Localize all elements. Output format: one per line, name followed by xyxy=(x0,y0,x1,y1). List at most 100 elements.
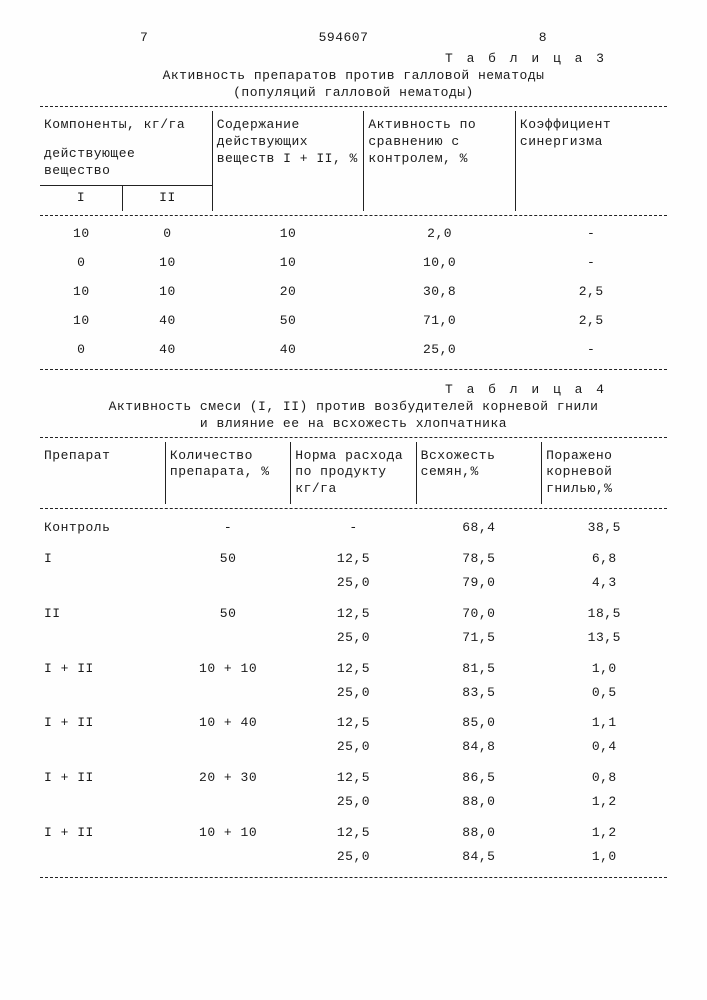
t3-h1a: Компоненты, кг/га xyxy=(44,117,185,132)
table-cell: 83,5 xyxy=(416,685,541,709)
table4-body: Контроль--68,438,5I5012,578,56,825,079,0… xyxy=(40,513,667,873)
table-cell xyxy=(40,794,165,818)
table4-caption-line1: Активность смеси (I, II) против возбудит… xyxy=(109,399,599,414)
divider xyxy=(40,508,667,509)
table-cell: 88,0 xyxy=(416,818,541,849)
table-cell: 1,1 xyxy=(542,708,667,739)
table4-head: Препарат Количество препарата, % Норма р… xyxy=(40,442,667,505)
table3-caption: Активность препаратов против галловой не… xyxy=(40,68,667,102)
table-cell xyxy=(165,794,290,818)
table-cell: I + II xyxy=(40,763,165,794)
table-cell: 81,5 xyxy=(416,654,541,685)
table-cell: 12,5 xyxy=(291,708,416,739)
divider xyxy=(40,106,667,107)
table-cell: - xyxy=(515,220,667,249)
table-cell: 1,0 xyxy=(542,654,667,685)
table-cell xyxy=(165,739,290,763)
t3-sub-i: I xyxy=(77,190,85,205)
table-cell: 68,4 xyxy=(416,513,541,544)
table-row: 10102030,82,5 xyxy=(40,278,667,307)
table-cell: 10,0 xyxy=(364,249,516,278)
table-cell xyxy=(165,849,290,873)
t3-h2: Содержание действующих веществ I + II, % xyxy=(217,117,358,166)
table-row: 0404025,0- xyxy=(40,336,667,365)
table3-body: 100102,0-0101010,0-10102030,82,510405071… xyxy=(40,220,667,364)
table-cell: 71,5 xyxy=(416,630,541,654)
page-num-left: 7 xyxy=(140,30,148,45)
table-cell: 12,5 xyxy=(291,763,416,794)
table-cell: 40 xyxy=(123,336,213,365)
table-cell: 25,0 xyxy=(364,336,516,365)
table-cell: 10 xyxy=(212,249,364,278)
table-cell: 25,0 xyxy=(291,739,416,763)
table-cell: 10 + 10 xyxy=(165,818,290,849)
page-num-right: 8 xyxy=(539,30,547,45)
t4-h1: Препарат xyxy=(44,448,110,463)
t3-h4: Коэффициент синергизма xyxy=(520,117,611,149)
table-row: I + II10 + 4012,585,01,1 xyxy=(40,708,667,739)
table-cell xyxy=(165,685,290,709)
table-cell: 25,0 xyxy=(291,685,416,709)
table-cell: 25,0 xyxy=(291,794,416,818)
table-row: 25,071,513,5 xyxy=(40,630,667,654)
table-cell: - xyxy=(515,336,667,365)
table-cell: I + II xyxy=(40,654,165,685)
table-cell: 71,0 xyxy=(364,307,516,336)
table-cell xyxy=(165,575,290,599)
table-cell: 18,5 xyxy=(542,599,667,630)
table-row: 100102,0- xyxy=(40,220,667,249)
table3-caption-line2: (популяций галловой нематоды) xyxy=(233,85,474,100)
table-cell: 70,0 xyxy=(416,599,541,630)
table-cell: 50 xyxy=(212,307,364,336)
table-cell: 12,5 xyxy=(291,654,416,685)
table-cell: 10 xyxy=(212,220,364,249)
t3-sub-ii: II xyxy=(159,190,176,205)
table-cell: 38,5 xyxy=(542,513,667,544)
table-cell: I xyxy=(40,544,165,575)
table-cell: - xyxy=(515,249,667,278)
table-cell: 40 xyxy=(123,307,213,336)
table-cell xyxy=(40,630,165,654)
t4-h5: Поражено корневой гнилью,% xyxy=(546,448,612,497)
table-row: 25,079,04,3 xyxy=(40,575,667,599)
table-cell: 12,5 xyxy=(291,599,416,630)
table-row: Контроль--68,438,5 xyxy=(40,513,667,544)
table-cell: 25,0 xyxy=(291,630,416,654)
table-cell: 6,8 xyxy=(542,544,667,575)
t4-h3: Норма расхода по продукту кг/га xyxy=(295,448,403,497)
table-row: I + II10 + 1012,581,51,0 xyxy=(40,654,667,685)
table-row: I + II10 + 1012,588,01,2 xyxy=(40,818,667,849)
table-cell: 10 xyxy=(40,278,123,307)
table4-caption: Активность смеси (I, II) против возбудит… xyxy=(40,399,667,433)
table-cell: 1,2 xyxy=(542,794,667,818)
table-cell: 0 xyxy=(123,220,213,249)
table-row: 25,084,80,4 xyxy=(40,739,667,763)
table-cell: 84,5 xyxy=(416,849,541,873)
t3-h1b: действующее вещество xyxy=(44,146,135,178)
divider xyxy=(40,369,667,370)
t4-h4: Всхожесть семян,% xyxy=(421,448,496,480)
table-cell: 40 xyxy=(212,336,364,365)
t4-h2: Количество препарата, % xyxy=(170,448,270,480)
table-cell: 2,5 xyxy=(515,307,667,336)
table-row: II5012,570,018,5 xyxy=(40,599,667,630)
table-cell: 0 xyxy=(40,249,123,278)
table-cell: 25,0 xyxy=(291,575,416,599)
table-cell: 0,8 xyxy=(542,763,667,794)
table-cell: 1,0 xyxy=(542,849,667,873)
table-cell: 1,2 xyxy=(542,818,667,849)
table-cell: 10 + 10 xyxy=(165,654,290,685)
table-row: 0101010,0- xyxy=(40,249,667,278)
table-cell: 25,0 xyxy=(291,849,416,873)
table-cell: 2,0 xyxy=(364,220,516,249)
table-cell: 2,5 xyxy=(515,278,667,307)
table-cell: Контроль xyxy=(40,513,165,544)
table-cell: 0,4 xyxy=(542,739,667,763)
table-cell xyxy=(40,575,165,599)
table-cell: 78,5 xyxy=(416,544,541,575)
table-cell: 85,0 xyxy=(416,708,541,739)
page-header: 7 594607 8 xyxy=(40,30,667,45)
table3-caption-line1: Активность препаратов против галловой не… xyxy=(163,68,545,83)
table-cell: 10 xyxy=(123,249,213,278)
table-cell: 20 xyxy=(212,278,364,307)
